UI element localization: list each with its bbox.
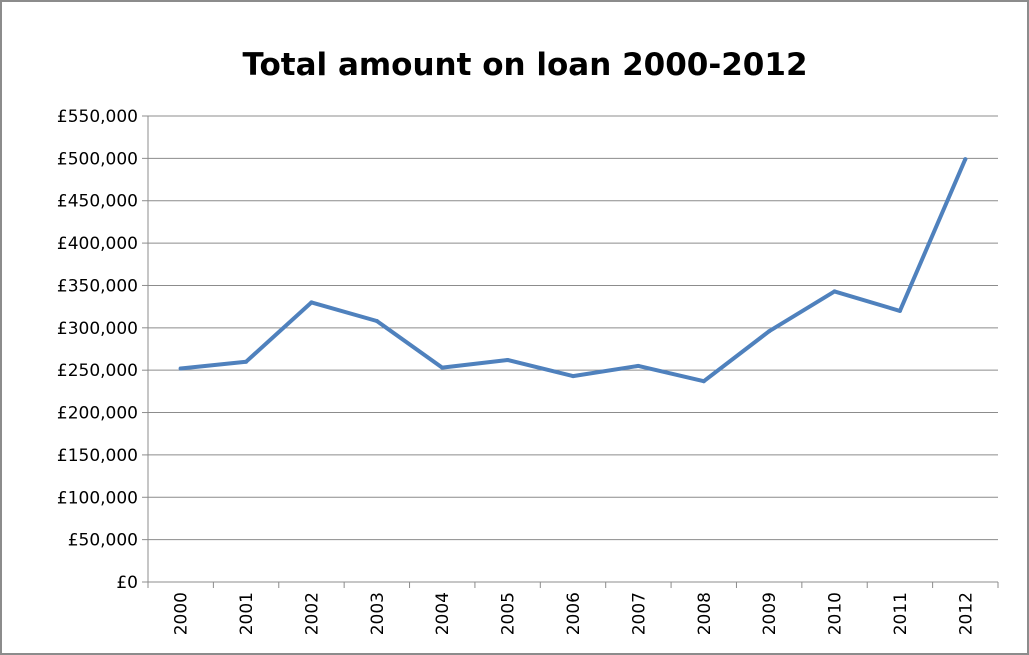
data-point	[244, 359, 249, 364]
chart-title: Total amount on loan 2000-2012	[242, 47, 807, 83]
y-tick-label: £350,000	[57, 276, 138, 296]
x-tick-label: 2005	[499, 592, 519, 635]
y-tick-label: £450,000	[57, 192, 138, 212]
data-point	[897, 308, 902, 313]
y-tick-label: £50,000	[68, 531, 138, 551]
x-tick-label: 2001	[237, 592, 257, 635]
data-point	[440, 365, 445, 370]
x-axis-tick-labels: 2000 2001 2002 2003 2004 2005 2006 2007 2008 2009…	[172, 592, 977, 635]
y-tick-label: £400,000	[57, 234, 138, 254]
x-tick-label: 2006	[564, 592, 584, 635]
y-tick-label: £0	[116, 573, 138, 593]
data-point	[767, 329, 772, 334]
x-tick-label: 2012	[956, 592, 976, 635]
data-point	[505, 358, 510, 363]
series-line	[178, 157, 968, 384]
x-tick-label: 2007	[629, 592, 649, 635]
data-point	[963, 157, 968, 162]
x-tick-label: 2000	[172, 592, 192, 635]
data-point	[309, 300, 314, 305]
data-point	[374, 319, 379, 324]
y-tick-label: £150,000	[57, 446, 138, 466]
x-tick-label: 2002	[302, 592, 322, 635]
x-tick-label: 2009	[760, 592, 780, 635]
data-point	[701, 379, 706, 384]
y-tick-label: £100,000	[57, 488, 138, 508]
series-layer	[178, 157, 968, 384]
y-tick-label: £200,000	[57, 404, 138, 424]
x-tick-label: 2008	[695, 592, 715, 635]
x-tick-label: 2011	[891, 592, 911, 635]
y-tick-label: £500,000	[57, 149, 138, 169]
y-tick-label: £550,000	[57, 107, 138, 127]
data-point	[178, 366, 183, 371]
data-point	[636, 363, 641, 368]
y-tick-label: £250,000	[57, 361, 138, 381]
data-point	[832, 289, 837, 294]
y-axis-tick-labels: £0 £50,000 £100,000 £150,000 £200,000 £250,00…	[57, 107, 138, 593]
y-tick-label: £300,000	[57, 319, 138, 339]
x-tick-label: 2004	[433, 592, 453, 635]
axes	[147, 116, 999, 588]
data-point	[571, 374, 575, 379]
x-tick-label: 2003	[368, 592, 388, 635]
x-tick-label: 2010	[826, 592, 846, 635]
gridlines	[142, 115, 998, 583]
